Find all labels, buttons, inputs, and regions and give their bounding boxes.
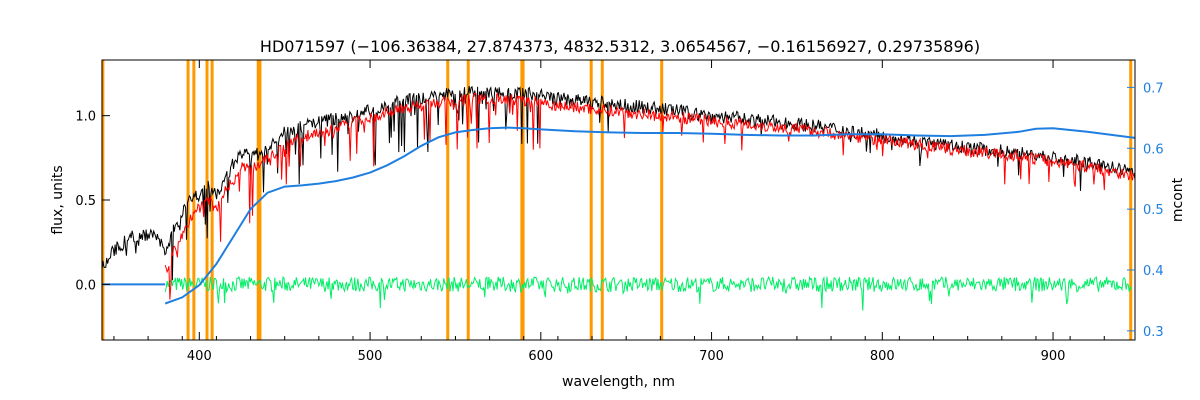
x-tick-label-2: 600 (528, 349, 553, 364)
x-axis-label: wavelength, nm (562, 374, 675, 390)
x-tick-label-4: 800 (870, 349, 895, 364)
x-tick-label-3: 700 (699, 349, 724, 364)
series-group (101, 85, 1136, 311)
chart-title: HD071597 (−106.36384, 27.874373, 4832.53… (260, 37, 980, 56)
model-series (164, 92, 1135, 300)
x-tick-label-1: 500 (358, 349, 383, 364)
y2-axis-label: mcont (1170, 177, 1186, 222)
continuum-series (164, 126, 1136, 305)
y2-tick-label-4: 0.7 (1143, 81, 1164, 96)
y-tick-label-2: 1.0 (75, 110, 96, 125)
y2-tick-label-0: 0.3 (1143, 325, 1164, 340)
y2-tick-label-1: 0.4 (1143, 264, 1164, 279)
y-axis-label: flux, units (50, 165, 66, 234)
x-tick-label-0: 400 (187, 349, 212, 364)
residual-series (164, 275, 1132, 311)
y2-tick-label-2: 0.5 (1143, 203, 1164, 218)
x-tick-label-5: 900 (1041, 349, 1066, 364)
y-tick-label-1: 0.5 (75, 194, 96, 209)
y2-tick-label-3: 0.6 (1143, 142, 1164, 157)
axes-group: 400 500 600 700 800 900 0.0 0.5 1.0 0.3 0.4 0.5 0.6 0… (75, 60, 1164, 364)
observed-series (101, 85, 1136, 281)
mask-lines (101, 60, 1133, 340)
y-tick-label-0: 0.0 (75, 278, 96, 293)
